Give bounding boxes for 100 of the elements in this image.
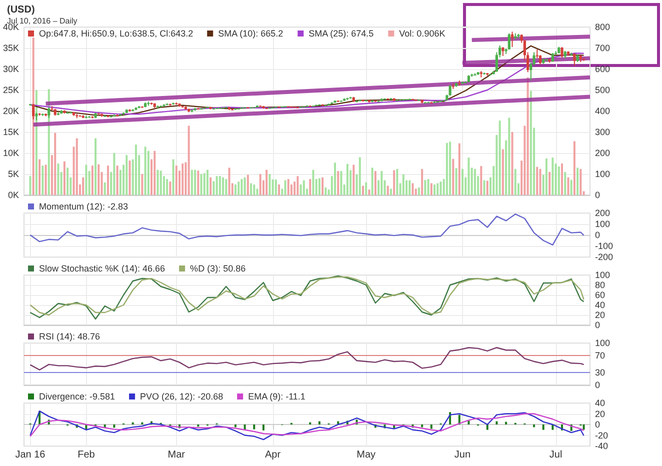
x-tick-label: Apr: [265, 450, 282, 460]
bar: [502, 149, 504, 195]
bar: [113, 424, 116, 428]
x-tick-label: Jun: [454, 450, 471, 460]
bar: [412, 183, 414, 195]
bar: [240, 179, 243, 195]
y2-tick-label: 35K: [3, 43, 20, 53]
bar: [128, 160, 131, 195]
bar: [82, 177, 84, 195]
bar: [302, 180, 305, 195]
x-tick-label: Mar: [168, 450, 186, 460]
bar: [396, 168, 398, 195]
bar: [386, 186, 389, 195]
y-tick-label: 700: [595, 43, 610, 53]
bar: [430, 183, 432, 195]
bar: [427, 179, 430, 195]
bar: [371, 168, 374, 195]
bar: [312, 170, 314, 195]
y-tick-label: 100: [595, 270, 610, 280]
bar: [564, 172, 566, 195]
bar: [262, 424, 264, 430]
bar: [324, 187, 327, 195]
bar: [508, 118, 510, 195]
bar: [76, 138, 78, 195]
legend-label: Slow Stochastic %K (14): 46.66: [39, 264, 166, 274]
y-tick-label: 40: [595, 398, 606, 408]
bar: [486, 180, 488, 195]
bar: [94, 138, 97, 195]
y-tick-label: 400: [595, 106, 610, 116]
line-series: [30, 214, 584, 246]
bar: [85, 164, 88, 195]
candlestick: [573, 52, 576, 66]
bar: [374, 171, 376, 195]
legend-label: Divergence: -9.581: [39, 392, 116, 402]
y-tick-label: 60: [595, 290, 606, 300]
bar: [545, 158, 548, 195]
legend-label: %D (3): 50.86: [190, 264, 246, 274]
bar: [203, 173, 206, 195]
bar: [393, 170, 396, 195]
bar: [172, 159, 174, 195]
bar: [418, 187, 420, 195]
candlestick: [32, 103, 35, 120]
bar: [496, 421, 498, 424]
bar: [424, 180, 426, 195]
bar: [580, 168, 582, 195]
bar: [552, 158, 554, 195]
x-tick-label: Feb: [78, 450, 96, 460]
candlestick: [510, 31, 514, 48]
y-tick-label: 20: [595, 408, 606, 419]
bar: [197, 170, 200, 195]
bar: [421, 168, 424, 195]
bar: [250, 183, 252, 195]
bar: [352, 164, 355, 195]
bar: [334, 162, 336, 195]
legend-label: SMA (25): 674.5: [308, 28, 374, 38]
bar: [380, 171, 383, 195]
bar: [29, 176, 32, 195]
bar: [548, 172, 551, 195]
bar: [194, 170, 196, 195]
bar: [190, 170, 193, 195]
bar: [430, 424, 432, 429]
bar: [486, 424, 488, 430]
bar: [32, 38, 34, 195]
bar: [244, 177, 246, 195]
bar: [284, 180, 286, 195]
bar: [455, 168, 458, 195]
y-tick-label: -20: [595, 430, 608, 440]
bar: [42, 166, 44, 195]
legend-label: Vol: 0.906K: [399, 28, 446, 38]
bar: [91, 166, 94, 195]
y-tick-label: 0: [595, 420, 600, 430]
bar: [582, 424, 585, 430]
candlestick: [560, 46, 564, 58]
y-tick-label: 100: [595, 219, 610, 229]
bar: [434, 184, 436, 195]
bar: [440, 182, 442, 195]
bar: [480, 166, 482, 195]
bar: [436, 183, 439, 195]
bar: [458, 143, 460, 195]
bar: [216, 176, 218, 195]
bar: [567, 177, 570, 195]
legend-label: Op:647.8, Hi:650.9, Lo:638.5, Cl:643.2: [39, 28, 194, 38]
bar: [113, 153, 116, 195]
bar: [576, 168, 579, 195]
bar: [533, 424, 536, 428]
bar: [200, 174, 202, 195]
bar: [542, 424, 544, 430]
y2-tick-label: 5K: [8, 169, 20, 179]
legend-label: PVO (26, 12): -20.68: [140, 392, 224, 402]
bar: [526, 77, 529, 195]
bar: [274, 179, 277, 195]
y-tick-label: 600: [595, 64, 610, 74]
bar: [573, 141, 576, 195]
bar: [225, 179, 228, 195]
bar: [169, 182, 172, 195]
bar: [462, 168, 464, 195]
bar: [340, 171, 342, 195]
bar: [175, 166, 178, 195]
y-tick-label: 30: [595, 367, 606, 378]
y2-tick-label: 40K: [3, 22, 20, 32]
